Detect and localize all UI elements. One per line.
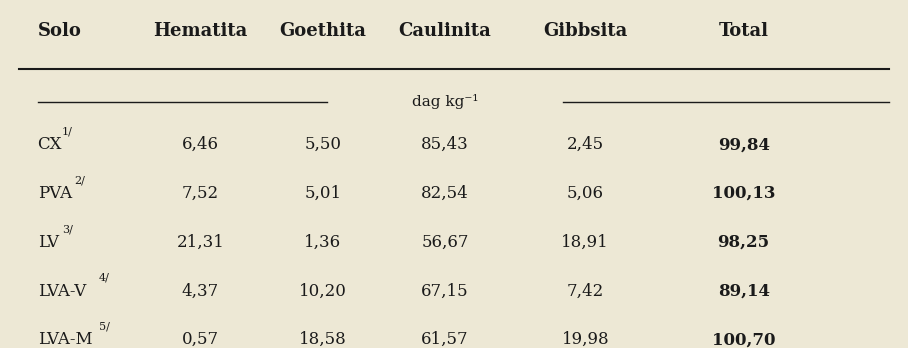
Text: Caulinita: Caulinita bbox=[399, 22, 491, 40]
Text: 21,31: 21,31 bbox=[176, 234, 224, 251]
Text: LVA-V: LVA-V bbox=[37, 283, 86, 300]
Text: 67,15: 67,15 bbox=[421, 283, 469, 300]
Text: 7,52: 7,52 bbox=[182, 185, 219, 202]
Text: 2,45: 2,45 bbox=[567, 136, 604, 153]
Text: PVA: PVA bbox=[37, 185, 72, 202]
Text: 10,20: 10,20 bbox=[299, 283, 347, 300]
Text: Solo: Solo bbox=[37, 22, 82, 40]
Text: 19,98: 19,98 bbox=[561, 331, 609, 348]
Text: 82,54: 82,54 bbox=[421, 185, 469, 202]
Text: 5,06: 5,06 bbox=[567, 185, 604, 202]
Text: 2/: 2/ bbox=[74, 175, 85, 185]
Text: 4,37: 4,37 bbox=[182, 283, 219, 300]
Text: 89,14: 89,14 bbox=[717, 283, 770, 300]
Text: Total: Total bbox=[718, 22, 769, 40]
Text: LVA-M: LVA-M bbox=[37, 331, 93, 348]
Text: LV: LV bbox=[37, 234, 59, 251]
Text: 100,13: 100,13 bbox=[712, 185, 775, 202]
Text: 61,57: 61,57 bbox=[421, 331, 469, 348]
Text: 18,58: 18,58 bbox=[299, 331, 347, 348]
Text: 5/: 5/ bbox=[99, 322, 110, 332]
Text: 7,42: 7,42 bbox=[567, 283, 604, 300]
Text: CX: CX bbox=[37, 136, 62, 153]
Text: 3/: 3/ bbox=[62, 224, 73, 234]
Text: 85,43: 85,43 bbox=[421, 136, 469, 153]
Text: Hematita: Hematita bbox=[153, 22, 248, 40]
Text: 56,67: 56,67 bbox=[421, 234, 469, 251]
Text: 0,57: 0,57 bbox=[182, 331, 219, 348]
Text: Gibbsita: Gibbsita bbox=[543, 22, 627, 40]
Text: 5,01: 5,01 bbox=[304, 185, 341, 202]
Text: 6,46: 6,46 bbox=[182, 136, 219, 153]
Text: 5,50: 5,50 bbox=[304, 136, 341, 153]
Text: 98,25: 98,25 bbox=[717, 234, 770, 251]
Text: Goethita: Goethita bbox=[280, 22, 366, 40]
Text: 1/: 1/ bbox=[62, 127, 73, 136]
Text: 99,84: 99,84 bbox=[717, 136, 770, 153]
Text: 100,70: 100,70 bbox=[712, 331, 775, 348]
Text: 1,36: 1,36 bbox=[304, 234, 341, 251]
Text: 4/: 4/ bbox=[99, 273, 110, 283]
Text: 18,91: 18,91 bbox=[561, 234, 609, 251]
Text: dag kg⁻¹: dag kg⁻¹ bbox=[411, 94, 479, 109]
